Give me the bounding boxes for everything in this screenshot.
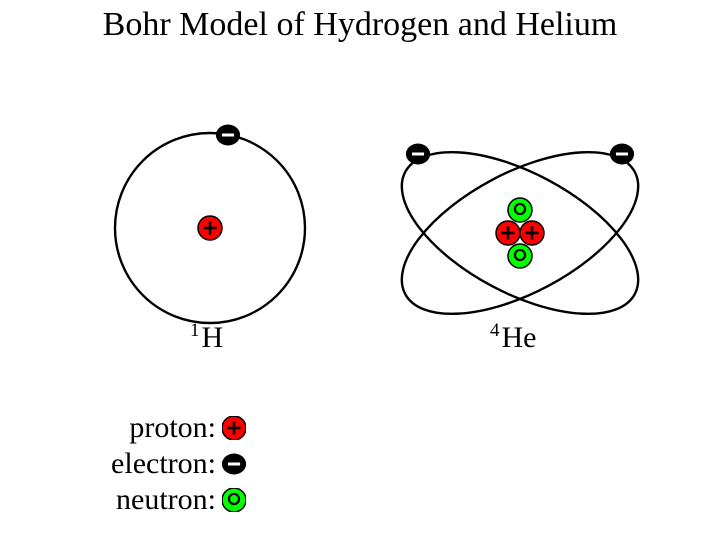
neutron-icon [222, 488, 246, 512]
helium-mass-number: 4 [490, 320, 500, 341]
electron-icon [222, 452, 246, 476]
hydrogen-mass-number: 1 [190, 320, 200, 341]
legend-electron-label: electron: [88, 447, 222, 481]
hydrogen-label: 1H [190, 320, 223, 355]
diagram-title: Bohr Model of Hydrogen and Helium [0, 6, 720, 44]
legend-row-electron: electron: [88, 446, 246, 482]
legend-neutron-label: neutron: [88, 483, 222, 517]
bohr-diagram-svg [0, 68, 720, 368]
legend-row-neutron: neutron: [88, 482, 246, 518]
proton-icon [222, 416, 246, 440]
helium-label: 4He [490, 320, 536, 355]
legend-proton-label: proton: [88, 411, 222, 445]
legend: proton: electron: neutron: [88, 410, 246, 518]
hydrogen-symbol: H [202, 321, 224, 354]
legend-row-proton: proton: [88, 410, 246, 446]
helium-symbol: He [502, 321, 537, 354]
